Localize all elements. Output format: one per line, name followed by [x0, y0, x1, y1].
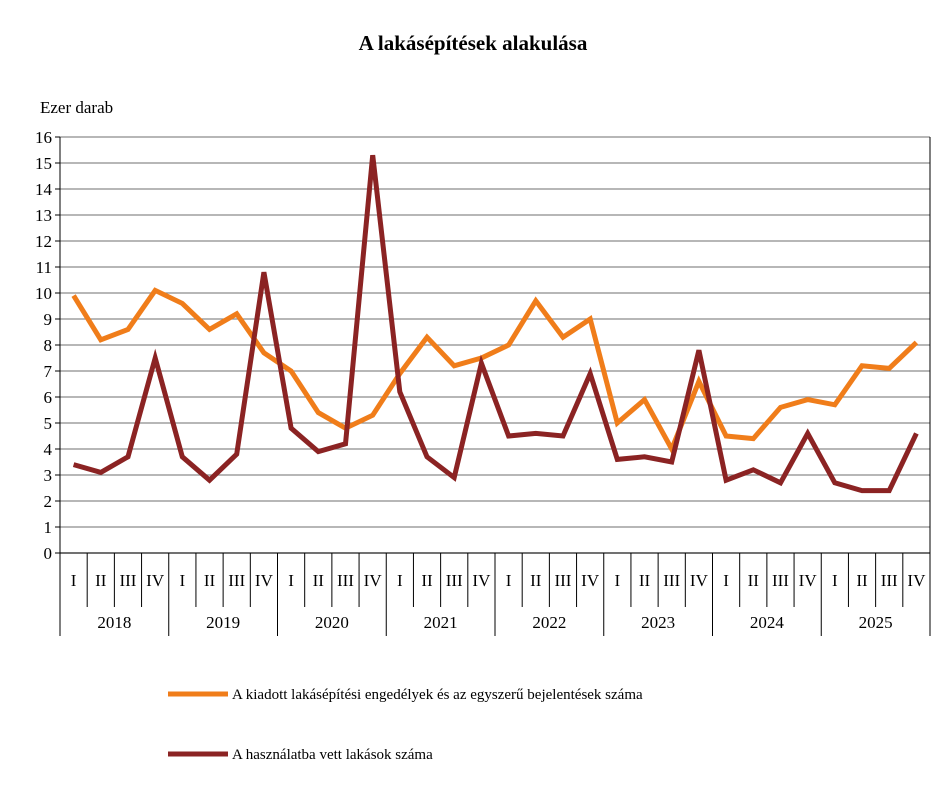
- x-tick-label-year: 2019: [206, 613, 240, 632]
- y-tick-label: 3: [44, 466, 53, 485]
- y-tick-label: 9: [44, 310, 53, 329]
- x-tick-label-quarter: I: [506, 571, 512, 590]
- y-tick-label: 1: [44, 518, 53, 537]
- x-tick-label-quarter: I: [832, 571, 838, 590]
- x-tick-label-quarter: IV: [472, 571, 491, 590]
- y-tick-label: 15: [35, 154, 52, 173]
- y-tick-label: 6: [44, 388, 53, 407]
- x-tick-label-quarter: I: [71, 571, 77, 590]
- legend: A kiadott lakásépítési engedélyek és az …: [168, 687, 643, 763]
- gridlines: [59, 136, 931, 554]
- legend-label-2: A használatba vett lakások száma: [232, 747, 433, 763]
- x-tick-label-quarter: II: [421, 571, 433, 590]
- x-tick-label-quarter: II: [530, 571, 542, 590]
- x-tick-label-year: 2020: [315, 613, 349, 632]
- x-tick-label-quarter: IV: [690, 571, 709, 590]
- legend-label-1: A kiadott lakásépítési engedélyek és az …: [232, 687, 643, 703]
- x-tick-label-quarter: IV: [907, 571, 926, 590]
- x-tick-label-quarter: IV: [255, 571, 274, 590]
- y-tick-label: 14: [35, 180, 53, 199]
- x-tick-label-quarter: III: [772, 571, 789, 590]
- x-tick-label-quarter: III: [337, 571, 354, 590]
- x-tick-label-quarter: IV: [799, 571, 818, 590]
- x-tick-label-quarter: III: [228, 571, 245, 590]
- x-tick-label-quarter: I: [288, 571, 294, 590]
- y-tick-label: 5: [44, 414, 53, 433]
- series-line-1: [71, 287, 919, 455]
- x-tick-label-quarter: II: [204, 571, 216, 590]
- x-tick-label-quarter: IV: [146, 571, 165, 590]
- x-tick-label-year: 2021: [424, 613, 458, 632]
- x-tick-label-year: 2018: [97, 613, 131, 632]
- x-tick-label-quarter: II: [748, 571, 760, 590]
- chart-title: A lakásépítések alakulása: [359, 31, 588, 55]
- y-axis-label: Ezer darab: [40, 98, 113, 117]
- x-tick-label-year: 2024: [750, 613, 785, 632]
- y-tick-label: 2: [44, 492, 53, 511]
- y-tick-label: 16: [35, 128, 52, 147]
- x-tick-label-quarter: III: [446, 571, 463, 590]
- y-tick-label: 0: [44, 544, 53, 563]
- y-tick-label: 7: [44, 362, 53, 381]
- x-axis: I II III IV I II III IV I II III IV I II III IV I II III IV…: [59, 552, 931, 636]
- x-tick-label-quarter: II: [639, 571, 651, 590]
- x-tick-label-quarter: I: [397, 571, 403, 590]
- series-line-2: [72, 154, 919, 494]
- x-tick-label-quarter: II: [313, 571, 325, 590]
- x-tick-label-quarter: I: [180, 571, 186, 590]
- y-tick-label: 10: [35, 284, 52, 303]
- x-tick-label-quarter: II: [95, 571, 107, 590]
- x-tick-label-year: 2022: [532, 613, 566, 632]
- y-tick-label: 12: [35, 232, 52, 251]
- x-tick-label-quarter: III: [119, 571, 136, 590]
- x-tick-label-quarter: III: [881, 571, 898, 590]
- x-tick-label-quarter: III: [663, 571, 680, 590]
- x-tick-label-quarter: I: [723, 571, 729, 590]
- y-tick-label: 4: [44, 440, 53, 459]
- x-tick-label-quarter: III: [554, 571, 571, 590]
- series-lines: [71, 154, 919, 494]
- x-tick-label-quarter: II: [856, 571, 868, 590]
- x-tick-label-quarter: IV: [364, 571, 383, 590]
- x-tick-label-year: 2025: [859, 613, 893, 632]
- y-tick-label: 11: [36, 258, 52, 277]
- x-tick-label-quarter: I: [615, 571, 621, 590]
- y-tick-label: 8: [44, 336, 53, 355]
- x-tick-label-year: 2023: [641, 613, 675, 632]
- x-tick-label-quarter: IV: [581, 571, 600, 590]
- y-tick-label: 13: [35, 206, 52, 225]
